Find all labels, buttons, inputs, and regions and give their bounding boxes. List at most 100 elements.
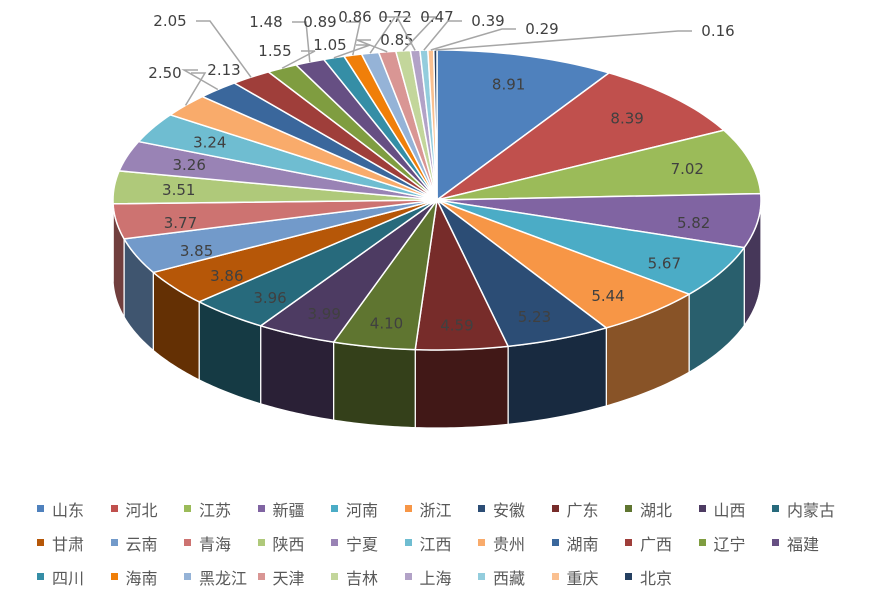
legend-label: 上海 bbox=[419, 568, 452, 588]
legend-swatch bbox=[551, 573, 559, 580]
data-label-甘肃: 3.86 bbox=[210, 267, 243, 285]
legend-label: 湖南 bbox=[566, 534, 599, 554]
legend-label: 宁夏 bbox=[346, 534, 379, 554]
data-label-广东: 4.59 bbox=[440, 317, 473, 335]
data-label-青海: 3.77 bbox=[164, 214, 197, 232]
data-label-天津: 0.85 bbox=[380, 31, 413, 49]
pie-slice-青海[interactable] bbox=[112, 199, 438, 240]
data-label-山西: 3.99 bbox=[308, 305, 341, 323]
legend-item-新疆[interactable]: 新疆 bbox=[257, 497, 332, 520]
legend-swatch bbox=[184, 573, 191, 580]
leader-line bbox=[369, 16, 397, 54]
legend: 山东 河北 江苏 新疆 河南 浙江 安徽 广东 湖北 山西 内蒙古甘肃 云南 青海 陕西 宁夏 江西 贵州 湖南 广… bbox=[37, 497, 846, 588]
legend-label: 内蒙古 bbox=[787, 500, 836, 520]
legend-label: 辽宁 bbox=[713, 534, 746, 554]
data-label-江西: 3.24 bbox=[193, 133, 226, 151]
leader-line bbox=[430, 28, 516, 51]
data-label-辽宁: 1.55 bbox=[258, 42, 291, 60]
legend-item-福建[interactable]: 福建 bbox=[772, 531, 846, 554]
legend-item-江西[interactable]: 江西 bbox=[404, 531, 479, 554]
data-label-湖南: 2.13 bbox=[207, 61, 240, 79]
legend-label: 山东 bbox=[52, 500, 85, 520]
pie-chart: 8.91 8.39 7.02 5.82 5.67 5.44 5.23 4.59 4.10 3.99… bbox=[112, 8, 762, 429]
legend-label: 山西 bbox=[713, 500, 746, 520]
legend-label: 湖北 bbox=[640, 500, 673, 520]
pie-slice-河南[interactable] bbox=[436, 199, 745, 295]
legend-label: 黑龙江 bbox=[199, 568, 248, 588]
legend-item-云南[interactable]: 云南 bbox=[110, 531, 185, 554]
legend-item-甘肃[interactable]: 甘肃 bbox=[37, 531, 111, 554]
pie-slice-云南[interactable] bbox=[123, 199, 438, 274]
legend-item-四川[interactable]: 四川 bbox=[37, 565, 111, 588]
legend-item-西藏[interactable]: 西藏 bbox=[478, 565, 552, 588]
legend-item-陕西[interactable]: 陕西 bbox=[257, 531, 332, 554]
legend-swatch bbox=[331, 539, 338, 546]
data-label-广西: 2.05 bbox=[153, 12, 186, 30]
leader-line bbox=[423, 20, 462, 51]
legend-item-广东[interactable]: 广东 bbox=[551, 497, 626, 520]
legend-swatch bbox=[404, 573, 412, 580]
leader-line bbox=[395, 16, 416, 51]
pie-side-湖北 bbox=[332, 341, 416, 429]
leader-line bbox=[184, 72, 207, 106]
pie-slice-湖北[interactable] bbox=[332, 199, 438, 351]
legend-item-海南[interactable]: 海南 bbox=[110, 565, 185, 588]
legend-item-辽宁[interactable]: 辽宁 bbox=[698, 531, 773, 554]
leader-line bbox=[196, 20, 252, 78]
data-label-福建: 1.48 bbox=[249, 13, 282, 31]
pie-slice-广东[interactable] bbox=[414, 199, 509, 351]
legend-label: 天津 bbox=[272, 568, 305, 588]
pie-slice-陕西[interactable] bbox=[112, 170, 438, 205]
legend-label: 海南 bbox=[125, 568, 158, 588]
pie-slice-山西[interactable] bbox=[259, 199, 438, 343]
legend-label: 四川 bbox=[52, 568, 85, 588]
pie-slice-浙江[interactable] bbox=[436, 199, 690, 329]
legend-label: 青海 bbox=[199, 534, 232, 554]
legend-item-北京[interactable]: 北京 bbox=[625, 565, 699, 588]
pie-slice-江苏[interactable] bbox=[436, 129, 762, 201]
legend-swatch bbox=[551, 539, 559, 546]
legend-item-天津[interactable]: 天津 bbox=[257, 565, 332, 588]
pie-slice-甘肃[interactable] bbox=[152, 199, 438, 303]
legend-item-山西[interactable]: 山西 bbox=[698, 497, 773, 520]
legend-item-江苏[interactable]: 江苏 bbox=[184, 497, 258, 520]
legend-item-内蒙古[interactable]: 内蒙古 bbox=[772, 497, 846, 520]
legend-item-安徽[interactable]: 安徽 bbox=[478, 497, 552, 520]
legend-swatch bbox=[37, 505, 44, 512]
legend-item-湖南[interactable]: 湖南 bbox=[551, 531, 626, 554]
data-label-黑龙江: 0.86 bbox=[338, 8, 371, 26]
data-label-河北: 8.39 bbox=[610, 109, 643, 127]
legend-swatch bbox=[257, 505, 265, 512]
legend-item-湖北[interactable]: 湖北 bbox=[625, 497, 699, 520]
legend-swatch bbox=[404, 505, 412, 512]
pie-slice-江西[interactable] bbox=[137, 114, 438, 201]
legend-label: 甘肃 bbox=[52, 534, 85, 554]
data-labels: 8.91 8.39 7.02 5.82 5.67 5.44 5.23 4.59 4.10 3.99… bbox=[148, 8, 734, 335]
pie-slice-河北[interactable] bbox=[436, 72, 725, 201]
leader-line bbox=[281, 50, 316, 69]
legend-item-上海[interactable]: 上海 bbox=[404, 565, 479, 588]
legend-item-河南[interactable]: 河南 bbox=[331, 497, 405, 520]
legend-label: 北京 bbox=[640, 568, 673, 588]
pie-slice-内蒙古[interactable] bbox=[198, 199, 438, 327]
legend-item-宁夏[interactable]: 宁夏 bbox=[331, 531, 405, 554]
pie-slice-新疆[interactable] bbox=[436, 192, 762, 249]
legend-item-河北[interactable]: 河北 bbox=[110, 497, 185, 520]
pie-slice-安徽[interactable] bbox=[436, 199, 608, 348]
data-label-西藏: 0.39 bbox=[471, 12, 504, 30]
legend-item-广西[interactable]: 广西 bbox=[625, 531, 699, 554]
legend-item-山东[interactable]: 山东 bbox=[37, 497, 111, 520]
data-label-湖北: 4.10 bbox=[370, 315, 403, 333]
legend-item-青海[interactable]: 青海 bbox=[184, 531, 258, 554]
legend-label: 吉林 bbox=[346, 568, 379, 588]
legend-item-贵州[interactable]: 贵州 bbox=[478, 531, 552, 554]
legend-item-重庆[interactable]: 重庆 bbox=[551, 565, 626, 588]
legend-swatch bbox=[772, 539, 779, 546]
legend-item-黑龙江[interactable]: 黑龙江 bbox=[184, 565, 258, 588]
data-label-宁夏: 3.26 bbox=[173, 156, 206, 174]
legend-item-浙江[interactable]: 浙江 bbox=[404, 497, 479, 520]
pie-slice-山东[interactable] bbox=[436, 49, 610, 201]
legend-item-吉林[interactable]: 吉林 bbox=[331, 565, 405, 588]
legend-swatch bbox=[698, 539, 706, 546]
pie-slice-宁夏[interactable] bbox=[118, 140, 438, 201]
